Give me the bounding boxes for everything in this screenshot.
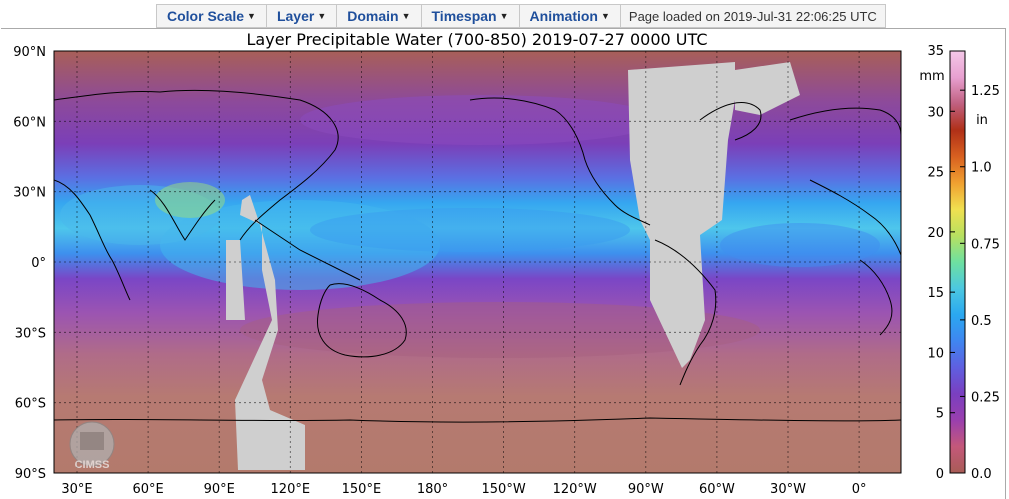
menu-domain[interactable]: Domain ▼ [337, 5, 422, 27]
colorbar-mm-tick: 25 [927, 166, 944, 181]
colorbar-mm-tick: 15 [927, 286, 944, 301]
lon-label: 90°E [204, 482, 235, 497]
colorbar: mm in 35 30 25 20 15 10 5 0 1.25 1.0 0.75 0.5 0.25 0… [919, 44, 1000, 482]
longitude-labels: 30°E 60°E 90°E 120°E 150°E 180° 150°W 120°W 90°W… [61, 482, 866, 497]
map-frame [53, 50, 902, 474]
colorbar-in-ticks: 1.25 1.0 0.75 0.5 0.25 0.0 [960, 84, 1000, 482]
menu-layer[interactable]: Layer ▼ [267, 5, 338, 27]
lon-label: 150°W [482, 482, 526, 497]
lon-label: 120°E [271, 482, 311, 497]
colorbar-mm-tick: 0 [936, 467, 944, 482]
colorbar-mm-tick: 35 [927, 44, 944, 59]
itcz-band [310, 208, 630, 252]
page-frame [1, 28, 1006, 499]
colorbar-in-tick: 0.75 [971, 237, 1000, 252]
coastlines [54, 89, 901, 423]
menu-color-scale-label: Color Scale [167, 8, 245, 24]
colorbar-unit-in: in [976, 113, 988, 128]
menu-animation-label: Animation [529, 8, 598, 24]
missing-data-strip [226, 240, 245, 320]
menu-layer-label: Layer [276, 8, 315, 24]
latitude-labels: 90°N 60°N 30°N 0° 30°S 60°S 90°S [13, 45, 46, 482]
colorbar-mm-tick: 30 [927, 105, 944, 120]
chevron-down-icon: ▼ [247, 11, 256, 21]
graticule [54, 51, 901, 473]
colorbar-in-tick: 0.0 [971, 467, 992, 482]
colorbar-unit-mm: mm [919, 69, 944, 84]
lon-label: 180° [417, 482, 448, 497]
cimss-logo: CIMSS [69, 421, 115, 471]
lon-label: 60°E [132, 482, 163, 497]
menu-animation[interactable]: Animation ▼ [520, 5, 621, 27]
lon-label: 150°E [342, 482, 382, 497]
lat-label: 30°N [13, 186, 46, 201]
svg-text:CIMSS: CIMSS [75, 459, 110, 471]
lat-label: 90°S [15, 467, 46, 482]
colorbar-mm-tick: 10 [927, 346, 944, 361]
colorbar-mm-tick: 20 [927, 226, 944, 241]
lat-label: 60°S [15, 397, 46, 412]
lon-label: 30°W [770, 482, 806, 497]
missing-data-greenland [735, 62, 800, 115]
north-pacific-moisture [300, 95, 660, 145]
colorbar-in-tick: 1.25 [971, 84, 1000, 99]
chevron-down-icon: ▼ [499, 11, 509, 21]
lon-label: 60°W [699, 482, 735, 497]
lon-label: 30°E [61, 482, 92, 497]
chevron-down-icon: ▼ [401, 11, 411, 21]
menu-color-scale[interactable]: Color Scale ▼ [157, 5, 267, 27]
lon-label: 0° [852, 482, 867, 497]
colorbar-in-tick: 0.25 [971, 390, 1000, 405]
menu-bar: Color Scale ▼ Layer ▼ Domain ▼ Timespan ▼ Animat… [156, 4, 886, 28]
colorbar-in-tick: 0.5 [971, 314, 992, 329]
chevron-down-icon: ▼ [600, 11, 610, 21]
atlantic-itcz [720, 223, 880, 267]
map-area [54, 51, 901, 473]
south-pacific-dry [240, 302, 760, 358]
lon-label: 90°W [628, 482, 664, 497]
lat-label: 30°S [15, 326, 46, 341]
lat-label: 60°N [13, 115, 46, 130]
lon-label: 120°W [553, 482, 597, 497]
menu-timespan[interactable]: Timespan ▼ [422, 5, 520, 27]
menu-domain-label: Domain [347, 8, 399, 24]
colorbar-mm-ticks: 35 30 25 20 15 10 5 0 [927, 44, 955, 482]
page-loaded-status: Page loaded on 2019-Jul-31 22:06:25 UTC [628, 8, 877, 24]
map-title: Layer Precipitable Water (700-850) 2019-… [247, 30, 708, 49]
colorbar-gradient [949, 50, 966, 474]
missing-data-americas [628, 62, 735, 368]
lat-label: 0° [31, 256, 46, 271]
lat-label: 90°N [13, 45, 46, 60]
menu-timespan-label: Timespan [431, 8, 497, 24]
colorbar-in-tick: 1.0 [971, 161, 992, 176]
chevron-down-icon: ▼ [317, 11, 327, 21]
colorbar-mm-tick: 5 [936, 407, 944, 422]
